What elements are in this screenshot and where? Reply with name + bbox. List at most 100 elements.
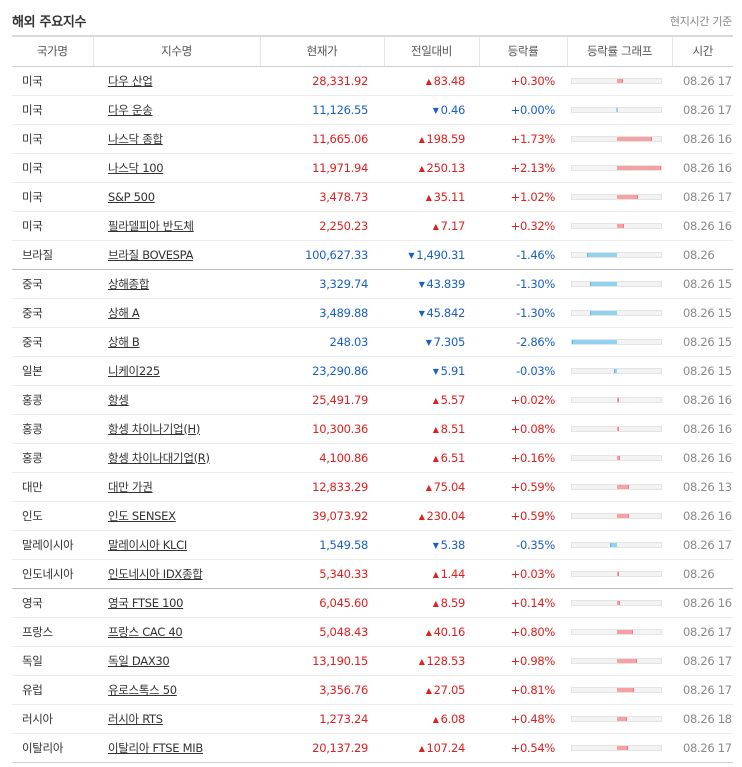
index-name-link[interactable]: 인도네시아 IDX종합 — [108, 566, 203, 581]
time-cell: 08.26 16:01 — [672, 124, 733, 154]
rate-graph-cell — [567, 530, 672, 560]
country-cell: 중국 — [12, 269, 93, 299]
change-cell: ▲ 27.05 — [384, 675, 479, 705]
rate-cell: -1.30% — [479, 269, 567, 299]
index-name-link[interactable]: 항셍 차이나기업(H) — [108, 421, 201, 436]
index-name-link[interactable]: 말레이시아 KLCI — [108, 537, 187, 552]
local-time: 08.26 — [683, 247, 715, 262]
index-name-link[interactable]: 항셍 차이나대기업(R) — [108, 450, 210, 465]
country-cell: 영국 — [12, 588, 93, 618]
country-name: 홍콩 — [22, 421, 43, 436]
rate-graph-track — [571, 686, 662, 693]
index-name-cell: 브라질 BOVESPA — [93, 240, 260, 270]
arrow-up-icon: ▲ — [425, 192, 432, 202]
local-time-note: 현지시간 기준 — [669, 15, 732, 28]
current-price: 39,073.92 — [312, 508, 368, 523]
index-name-link[interactable]: 이탈리아 FTSE MIB — [108, 740, 203, 755]
rate-graph-track — [571, 135, 662, 142]
arrow-down-icon: ▼ — [425, 337, 432, 347]
country-name: 미국 — [22, 73, 43, 88]
price-cell: 5,340.33 — [260, 559, 384, 589]
change-rate: +0.81% — [510, 682, 556, 697]
arrow-up-icon: ▲ — [432, 453, 439, 463]
time-cell: 08.26 15:00 — [672, 327, 733, 357]
index-name-cell: 인도 SENSEX — [93, 501, 260, 531]
country-cell: 미국 — [12, 182, 93, 212]
rate-graph-cell — [567, 646, 672, 676]
rate-graph-track — [571, 77, 662, 84]
index-name-link[interactable]: 프랑스 CAC 40 — [108, 624, 183, 639]
index-name-link[interactable]: 독일 DAX30 — [108, 653, 170, 668]
arrow-up-icon: ▲ — [418, 163, 425, 173]
change-rate: +0.59% — [510, 508, 556, 523]
table-row: 인도 인도 SENSEX 39,073.92 ▲ 230.04 +0.59% 08.26 1… — [12, 501, 733, 531]
rate-graph-cell — [567, 211, 672, 241]
rate-graph-cell — [567, 501, 672, 531]
arrow-up-icon: ▲ — [425, 627, 432, 637]
rate-graph-cell — [567, 66, 672, 96]
change-cell: ▲ 250.13 — [384, 153, 479, 183]
price-cell: 28,331.92 — [260, 66, 384, 96]
index-name-link[interactable]: S&P 500 — [108, 189, 155, 204]
change-rate: -1.46% — [516, 247, 555, 262]
change-value: 75.04 — [433, 479, 466, 494]
index-name-link[interactable]: 나스닥 100 — [108, 160, 164, 175]
table-row: 인도네시아 인도네시아 IDX종합 5,340.33 ▲ 1.44 +0.03% 08.26 — [12, 559, 733, 589]
index-name-cell: 나스닥 종합 — [93, 124, 260, 154]
index-name-link[interactable]: 상해 B — [108, 334, 140, 349]
index-name-link[interactable]: 다우 운송 — [108, 102, 153, 117]
index-name-link[interactable]: 나스닥 종합 — [108, 131, 163, 146]
rate-graph-cell — [567, 443, 672, 473]
table-row: 대만 대만 가권 12,833.29 ▲75.04 +0.59% 08.26 13:33 — [12, 472, 733, 502]
country-cell: 브라질 — [12, 240, 93, 270]
table-row: 말레이시아 말레이시아 KLCI 1,549.58 ▼ 5.38 -0.35% 08.26 … — [12, 530, 733, 560]
rate-graph-bar — [617, 78, 624, 83]
country-cell: 미국 — [12, 211, 93, 241]
arrow-up-icon: ▲ — [432, 424, 439, 434]
index-name-link[interactable]: 브라질 BOVESPA — [108, 247, 194, 262]
time-cell: 08.26 16:35 — [672, 588, 733, 618]
change-cell: ▼ 43.839 — [384, 269, 479, 299]
rate-graph-track — [571, 396, 662, 403]
index-name-link[interactable]: 항셍 — [108, 392, 129, 407]
country-cell: 이탈리아 — [12, 733, 93, 763]
index-name-link[interactable]: 유로스톡스 50 — [108, 682, 177, 697]
rate-cell: +0.80% — [479, 617, 567, 647]
index-name-link[interactable]: 러시아 RTS — [108, 711, 163, 726]
index-name-link[interactable]: 다우 산업 — [108, 73, 153, 88]
index-name-link[interactable]: 영국 FTSE 100 — [108, 595, 184, 610]
time-cell: 08.26 17:17 — [672, 66, 733, 96]
country-cell: 대만 — [12, 472, 93, 502]
index-name-cell: 영국 FTSE 100 — [93, 588, 260, 618]
index-name-link[interactable]: 상해 A — [108, 305, 140, 320]
rate-cell: -0.03% — [479, 356, 567, 386]
index-name-link[interactable]: 필라델피아 반도체 — [108, 218, 194, 233]
index-name-cell: 니케이225 — [93, 356, 260, 386]
rate-cell: +0.00% — [479, 95, 567, 125]
country-name: 러시아 — [22, 711, 53, 726]
index-name-link[interactable]: 대만 가권 — [108, 479, 153, 494]
change-value: 40.16 — [433, 624, 466, 639]
index-name-cell: 인도네시아 IDX종합 — [93, 559, 260, 589]
rate-graph-track — [571, 309, 662, 316]
current-price: 11,665.06 — [312, 131, 368, 146]
rate-cell: +0.14% — [479, 588, 567, 618]
country-name: 미국 — [22, 218, 43, 233]
country-name: 중국 — [22, 276, 43, 291]
rate-graph-bar — [590, 281, 617, 286]
change-rate: -0.35% — [516, 537, 555, 552]
index-name-link[interactable]: 상해종합 — [108, 276, 150, 291]
table-row: 중국 상해 B 248.03 ▼7.305 -2.86% 08.26 15:00 — [12, 327, 733, 357]
table-row: 독일 독일 DAX30 13,190.15 ▲ 128.53 +0.98% 08.26 17… — [12, 646, 733, 676]
rate-graph-bar — [617, 165, 661, 170]
local-time: 08.26 16:01 — [683, 218, 733, 233]
price-cell: 4,100.86 — [260, 443, 384, 473]
change-value: 198.59 — [426, 131, 466, 146]
rate-graph-bar — [572, 339, 617, 344]
country-name: 미국 — [22, 189, 43, 204]
current-price: 3,478.73 — [319, 189, 368, 204]
index-name-link[interactable]: 인도 SENSEX — [108, 508, 176, 523]
change-cell: ▲ 75.04 — [384, 472, 479, 502]
index-name-cell: 이탈리아 FTSE MIB — [93, 733, 260, 763]
index-name-link[interactable]: 니케이225 — [108, 363, 160, 378]
